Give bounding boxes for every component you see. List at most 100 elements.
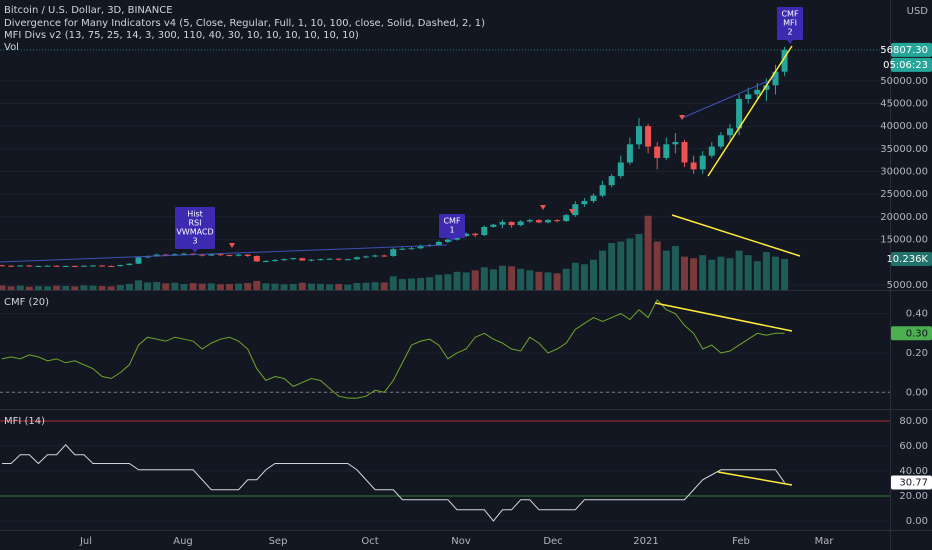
volume-bar [125,283,133,290]
candle-body [608,176,615,186]
annotation-text: RSI [189,219,202,228]
volume-bar [635,233,643,290]
pane-title: MFI (14) [4,416,45,427]
price-tag-label: 30.77 [899,478,928,489]
volume-bar [762,252,770,290]
currency-label: USD [907,6,929,17]
volume-bar [235,283,243,290]
candle-body [162,254,169,256]
volume-bar [671,246,679,290]
y-tick-label: 25000.00 [880,189,928,200]
volume-bar [462,272,470,290]
candle-body [617,162,624,177]
candle-body [108,265,115,267]
candle-body [253,255,260,262]
x-tick-label: 2021 [633,536,658,547]
candle-body [153,254,160,257]
volume-bar [25,286,33,290]
candle-body [690,162,697,170]
y-tick-label: 15000.00 [880,235,928,246]
volume-bar [626,238,634,290]
volume-bar [608,243,616,290]
volume-bar [517,268,525,290]
volume-bar [480,267,488,290]
divergence-line [717,471,793,486]
candle-body [717,135,724,147]
candle-body [199,254,206,256]
annotation-pointer [192,249,198,253]
volume-bar [153,282,161,290]
volume-bar [699,255,707,290]
volume-bar [444,274,452,290]
volume-bar [417,277,425,290]
candle-body [8,265,15,267]
divergence-line [681,77,776,119]
price-tag-label: 0.30 [906,328,928,339]
volume-bar [116,285,124,290]
candle-body [308,259,315,261]
candle-body [317,259,324,261]
indicator-legend: Divergence for Many Indicators v4 (5, Cl… [4,18,485,29]
candle-body [535,220,542,223]
candle-body [499,221,506,225]
candle-body [408,248,415,250]
annotation-text: VWMACD [176,228,213,237]
price-tag [891,326,932,341]
candle-body [35,265,42,267]
candle-body [381,255,388,257]
volume-bar [726,258,734,290]
candle-body [645,126,652,147]
candle-body [763,85,770,90]
volume-bar [499,265,506,290]
candle-body [335,258,342,260]
signal-marker [679,115,685,120]
candle-body [244,254,251,256]
signal-marker [569,209,575,214]
volume-bar [207,283,215,290]
y-tick-label: 20.00 [899,491,928,502]
volume-bar [271,283,279,290]
countdown-tag [891,57,932,72]
indicator-legend: MFI Divs v2 (13, 75, 25, 14, 3, 300, 110… [4,30,359,41]
volume-bar [44,286,51,290]
volume-bar [735,250,743,290]
volume-bar [681,256,688,290]
volume-bar [562,268,570,290]
volume-bar [398,279,406,290]
candle-body [508,221,515,226]
price-tag [891,251,932,266]
volume-bar [198,283,206,290]
volume-bar [362,282,370,290]
candle-body [299,258,306,261]
volume-bar [781,258,789,290]
annotation-text: 3 [192,237,197,246]
candle-body [290,258,297,260]
volume-bar [34,286,42,290]
y-tick-label: 0.00 [906,516,928,527]
annotation-text: 2 [787,28,792,37]
volume-bar [408,278,415,290]
volume-bar [753,261,761,290]
volume-bar [98,286,106,290]
volume-bar [289,283,297,290]
indicator-line [2,444,786,522]
annotation-text: CMF [781,10,798,19]
candle-body [545,220,551,223]
volume-bar [599,250,607,290]
candle-body [235,254,242,256]
x-tick-label: Nov [451,536,471,547]
candle-body [745,94,752,99]
y-tick-label: 80.00 [899,416,928,427]
x-tick-label: Oct [361,536,378,547]
candle-body [554,220,561,222]
volume-bar [744,255,752,290]
x-tick-label: Sep [269,536,288,547]
volume-bar [326,284,334,290]
candle-body [80,265,87,267]
candle-body [781,49,788,72]
symbol-title: Bitcoin / U.S. Dollar, 3D, BINANCE [4,5,173,16]
volume-bar [162,283,170,290]
y-tick-label: 30000.00 [880,167,928,178]
candle-body [181,253,187,255]
